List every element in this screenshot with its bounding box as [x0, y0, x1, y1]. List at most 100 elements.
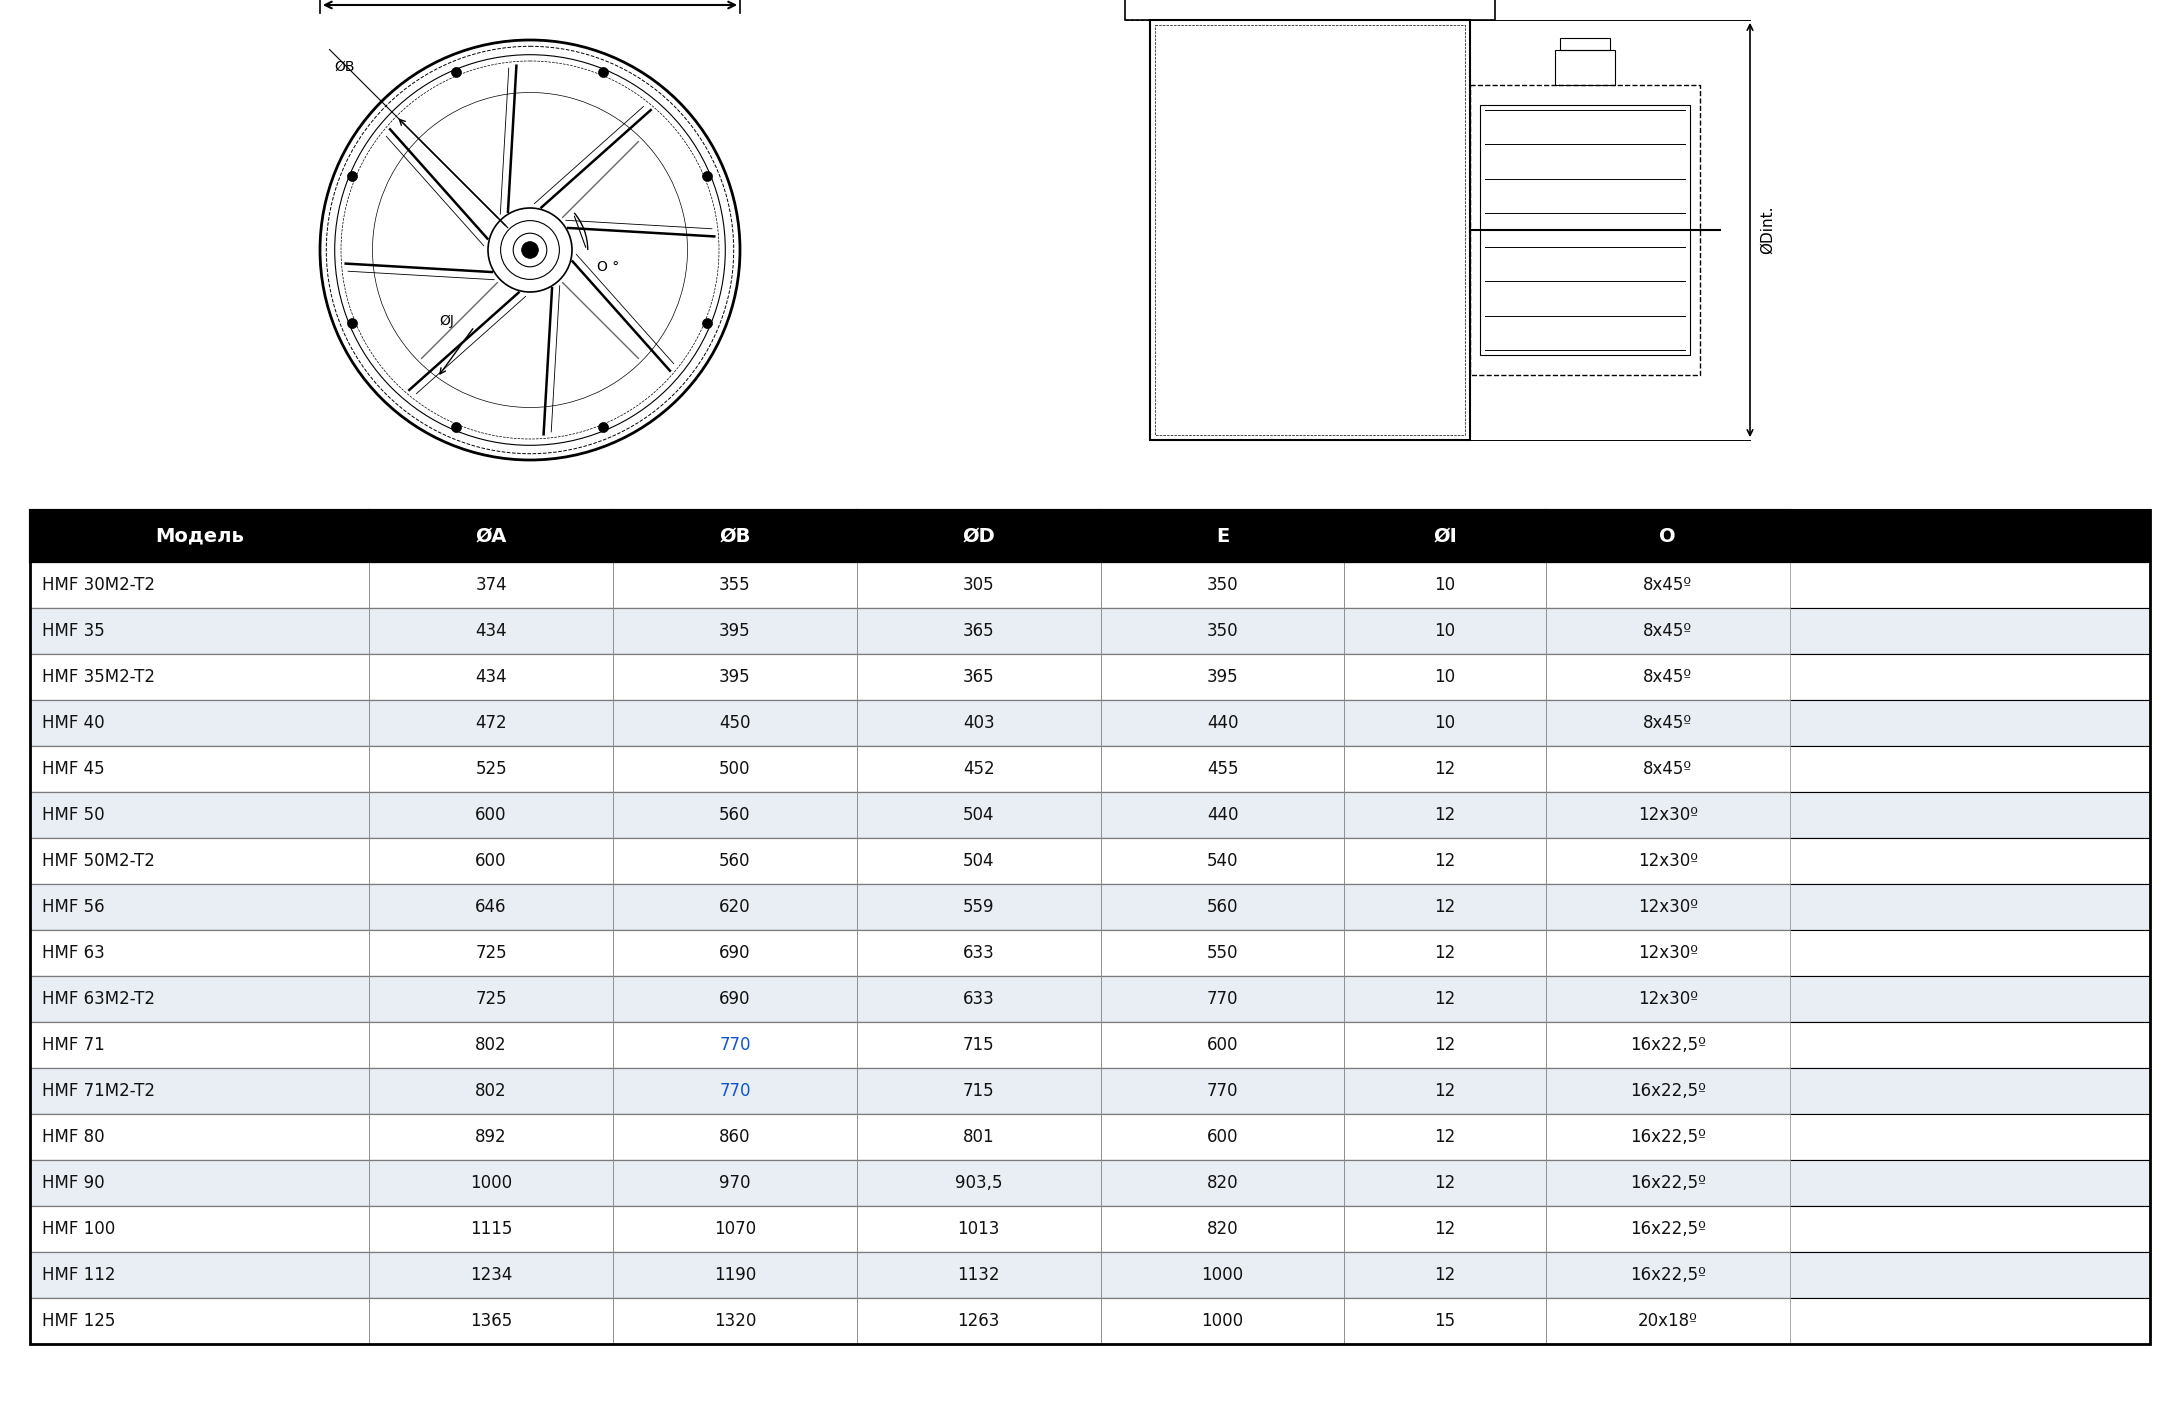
Bar: [1555, 51, 1614, 86]
Bar: [1345, 1160, 1546, 1206]
Text: O: O: [1660, 526, 1675, 546]
Text: 8x45º: 8x45º: [1642, 668, 1693, 687]
Text: 440: 440: [1208, 715, 1238, 731]
Text: ØA: ØA: [476, 526, 507, 546]
Text: 1365: 1365: [470, 1311, 513, 1330]
Bar: [1101, 976, 1345, 1022]
Text: 820: 820: [1208, 1220, 1238, 1238]
Circle shape: [598, 423, 609, 432]
Text: 633: 633: [963, 990, 994, 1008]
Text: 1000: 1000: [1201, 1266, 1243, 1285]
Text: 20x18º: 20x18º: [1638, 1311, 1697, 1330]
Circle shape: [703, 319, 712, 329]
Circle shape: [522, 241, 539, 258]
Bar: [1101, 654, 1345, 701]
Text: ØB: ØB: [719, 526, 751, 546]
Bar: [1101, 1252, 1345, 1299]
Bar: [31, 1113, 2149, 1160]
Bar: [856, 976, 1101, 1022]
Text: O °: O °: [596, 260, 620, 274]
Bar: [1546, 929, 1789, 976]
Text: 16x22,5º: 16x22,5º: [1629, 1174, 1706, 1192]
Text: 12x30º: 12x30º: [1638, 943, 1697, 962]
Text: 903,5: 903,5: [954, 1174, 1002, 1192]
Text: 802: 802: [476, 1036, 507, 1054]
Bar: [1546, 608, 1789, 654]
Bar: [1546, 654, 1789, 701]
Bar: [1345, 1206, 1546, 1252]
Bar: [31, 885, 2149, 929]
Bar: [1345, 562, 1546, 608]
Bar: [1101, 562, 1345, 608]
Bar: [1546, 1252, 1789, 1299]
Bar: [369, 838, 614, 885]
Text: 472: 472: [476, 715, 507, 731]
Text: 8x45º: 8x45º: [1642, 622, 1693, 640]
Text: 374: 374: [476, 576, 507, 594]
Bar: [1345, 1299, 1546, 1344]
Bar: [1101, 838, 1345, 885]
Text: 16x22,5º: 16x22,5º: [1629, 1127, 1706, 1146]
Text: 500: 500: [719, 760, 751, 778]
Bar: [31, 838, 2149, 885]
Text: 16x22,5º: 16x22,5º: [1629, 1266, 1706, 1285]
Text: ØD: ØD: [963, 526, 996, 546]
Text: 365: 365: [963, 668, 994, 687]
Bar: [369, 929, 614, 976]
Bar: [369, 885, 614, 929]
Text: 690: 690: [719, 990, 751, 1008]
Bar: [31, 929, 2149, 976]
Text: 1263: 1263: [957, 1311, 1000, 1330]
Text: 725: 725: [476, 990, 507, 1008]
Text: HMF 40: HMF 40: [41, 715, 105, 731]
Bar: [1345, 1022, 1546, 1068]
Text: ØJ: ØJ: [439, 314, 454, 329]
Text: 450: 450: [719, 715, 751, 731]
Bar: [31, 701, 2149, 746]
Text: 715: 715: [963, 1082, 994, 1099]
Text: HMF 100: HMF 100: [41, 1220, 116, 1238]
Text: 12: 12: [1435, 760, 1457, 778]
Bar: [614, 562, 856, 608]
Text: 560: 560: [1208, 899, 1238, 915]
Bar: [614, 701, 856, 746]
Bar: [1345, 1068, 1546, 1113]
Text: 1190: 1190: [714, 1266, 756, 1285]
Bar: [31, 510, 2149, 562]
Circle shape: [400, 967, 559, 1127]
Bar: [614, 1022, 856, 1068]
Bar: [369, 976, 614, 1022]
Bar: [614, 976, 856, 1022]
Text: 550: 550: [1208, 943, 1238, 962]
Bar: [31, 510, 369, 562]
Text: 440: 440: [1208, 806, 1238, 824]
Text: 12: 12: [1435, 1127, 1457, 1146]
Text: 770: 770: [1208, 1082, 1238, 1099]
Bar: [369, 1160, 614, 1206]
Text: 350: 350: [1208, 576, 1238, 594]
Bar: [369, 1206, 614, 1252]
Bar: [1101, 608, 1345, 654]
Text: 395: 395: [1208, 668, 1238, 687]
Text: 10: 10: [1435, 668, 1457, 687]
Text: 10: 10: [1435, 576, 1457, 594]
Text: 355: 355: [719, 576, 751, 594]
Bar: [1546, 976, 1789, 1022]
Bar: [369, 1299, 614, 1344]
Text: 455: 455: [1208, 760, 1238, 778]
Text: HMF 50: HMF 50: [41, 806, 105, 824]
Text: 12: 12: [1435, 852, 1457, 870]
Bar: [31, 1113, 369, 1160]
Bar: [614, 838, 856, 885]
Text: E: E: [1216, 526, 1230, 546]
Text: 403: 403: [963, 715, 994, 731]
Bar: [1559, 38, 1610, 51]
Bar: [1481, 105, 1690, 355]
Text: 350: 350: [1208, 622, 1238, 640]
Text: 725: 725: [476, 943, 507, 962]
Text: 12: 12: [1435, 990, 1457, 1008]
Text: 395: 395: [719, 622, 751, 640]
Bar: [1546, 1113, 1789, 1160]
Bar: [1101, 1068, 1345, 1113]
Text: 715: 715: [963, 1036, 994, 1054]
